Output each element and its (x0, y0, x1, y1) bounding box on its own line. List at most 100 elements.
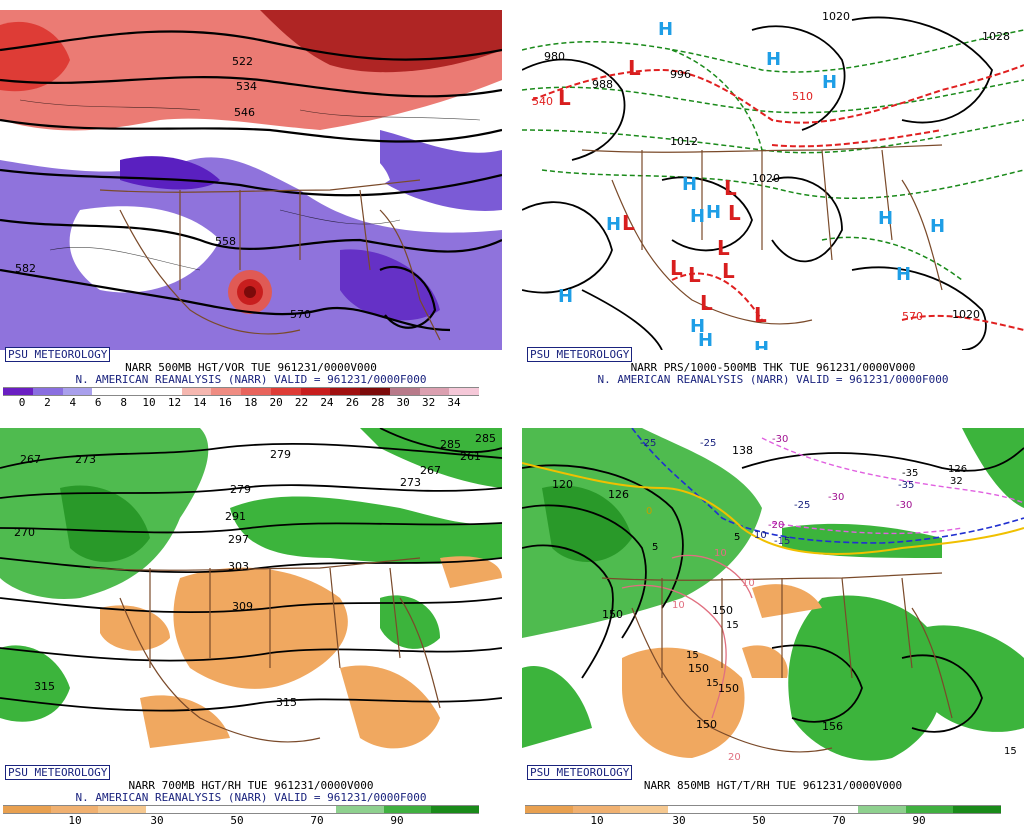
colorbar-tick-label: 50 (230, 814, 244, 827)
colorbar-swatch (953, 805, 1001, 814)
svg-text:150: 150 (696, 718, 717, 731)
low-marker: L (628, 56, 641, 80)
svg-text:996: 996 (670, 68, 691, 81)
colorbar-swatch (905, 805, 954, 814)
rh-700-map: 267 273 279 285 261 267 273 279 285 291 … (0, 428, 502, 768)
colorbar-swatch (50, 805, 99, 814)
rh-green-region (522, 428, 762, 638)
svg-text:32: 32 (950, 476, 963, 487)
svg-text:10: 10 (754, 530, 767, 541)
colorbar-swatch (145, 805, 194, 814)
high-marker: H (606, 214, 621, 235)
contour-label: 558 (215, 235, 236, 248)
political-borders (99, 179, 441, 341)
svg-text:273: 273 (400, 476, 421, 489)
svg-text:126: 126 (608, 488, 629, 501)
colorbar-tick-label: 10 (590, 814, 604, 827)
svg-text:1020: 1020 (752, 172, 780, 185)
colorbar-swatch (3, 387, 33, 396)
high-marker: H (878, 208, 893, 229)
svg-text:291: 291 (225, 510, 246, 523)
low-marker: L (558, 86, 571, 110)
colorbar-tick-label: 24 (320, 396, 334, 409)
high-marker: H (698, 330, 713, 350)
colorbar-swatch (449, 387, 479, 396)
svg-text:5: 5 (652, 542, 658, 553)
svg-text:150: 150 (688, 662, 709, 675)
svg-text:273: 273 (75, 453, 96, 466)
svg-text:150: 150 (712, 604, 733, 617)
colorbar-swatch (270, 387, 301, 396)
colorbar-swatch (211, 387, 241, 396)
colorbar-tick-label: 30 (396, 396, 410, 409)
svg-text:156: 156 (822, 720, 843, 733)
svg-text:285: 285 (475, 432, 496, 445)
high-marker: H (896, 264, 911, 285)
colorbar-swatch (330, 387, 360, 396)
colorbar-swatch (151, 387, 182, 396)
panel-subtitle: N. AMERICAN REANALYSIS (NARR) VALID = 96… (597, 373, 949, 386)
colorbar-swatch (667, 805, 716, 814)
temperature-labels: -25 -25 -30 -25 -30 -35 -30 -20 -15 10 5… (640, 434, 1017, 763)
low-marker: L (717, 236, 730, 260)
svg-text:10: 10 (672, 600, 685, 611)
colorbar-swatch (383, 805, 432, 814)
contour-label: 534 (236, 80, 257, 93)
panel-500mb-hgt-vor: 522 534 546 582 570 558 PSU METEOROLOGY … (0, 10, 502, 410)
source-badge: PSU METEOROLOGY (5, 765, 111, 780)
panel-subtitle: N. AMERICAN REANALYSIS (NARR) VALID = 96… (75, 373, 427, 386)
colorbar-swatch (288, 805, 337, 814)
colorbar-tick-label: 6 (94, 396, 102, 409)
colorbar (3, 387, 479, 396)
high-marker: H (682, 174, 697, 195)
panel-700mb-hgt-rh: 267 273 279 285 261 267 273 279 285 291 … (0, 428, 502, 828)
colorbar-swatch (419, 387, 450, 396)
colorbar-tick-label: 34 (447, 396, 461, 409)
colorbar-tick-label: 10 (142, 396, 156, 409)
source-badge: PSU METEOROLOGY (527, 347, 633, 362)
panel-title: NARR 500MB HGT/VOR TUE 961231/0000V000 (125, 361, 377, 374)
contour-label: 522 (232, 55, 253, 68)
high-marker: H (822, 72, 837, 93)
svg-text:150: 150 (718, 682, 739, 695)
colorbar-swatch (858, 805, 906, 814)
source-badge: PSU METEOROLOGY (5, 347, 111, 362)
contour-label: 582 (15, 262, 36, 275)
colorbar-ticks: 10 30 50 70 90 (0, 814, 502, 828)
low-marker: L (688, 263, 701, 287)
colorbar-swatch (620, 805, 668, 814)
svg-text:1028: 1028 (982, 30, 1010, 43)
colorbar-swatch (389, 387, 420, 396)
isobars (522, 16, 993, 350)
colorbar-swatch (92, 387, 122, 396)
svg-text:120: 120 (552, 478, 573, 491)
contour-label: 546 (234, 106, 255, 119)
colorbar-swatch (300, 387, 331, 396)
svg-text:-25: -25 (700, 438, 716, 449)
colorbar-tick-label: 90 (390, 814, 404, 827)
colorbar-swatch (431, 805, 479, 814)
colorbar (3, 805, 479, 814)
colorbar-tick-label: 4 (69, 396, 77, 409)
svg-text:-25: -25 (640, 438, 656, 449)
pressure-map: 980 988 996 1012 1020 1020 540 510 570 1… (522, 10, 1024, 350)
colorbar-swatch (241, 387, 271, 396)
colorbar-tick-label: 22 (294, 396, 309, 409)
svg-text:988: 988 (592, 78, 613, 91)
svg-text:570: 570 (902, 310, 923, 323)
low-marker: L (728, 201, 741, 225)
colorbar-ticks: 0 2 4 6 8 10 12 14 16 18 20 22 24 26 28 30 32 34 (0, 396, 502, 410)
colorbar-tick-label: 30 (672, 814, 686, 827)
colorbar-tick-label: 12 (167, 396, 182, 409)
svg-text:150: 150 (602, 608, 623, 621)
svg-text:15: 15 (1004, 746, 1017, 757)
colorbar-swatch (762, 805, 811, 814)
colorbar-swatch (181, 387, 212, 396)
svg-text:980: 980 (544, 50, 565, 63)
colorbar-swatch (32, 387, 63, 396)
high-marker: H (690, 206, 705, 227)
low-markers: L L L L L L L L L L L (558, 56, 767, 327)
svg-text:-25: -25 (794, 500, 810, 511)
colorbar-tick-label: 10 (68, 814, 82, 827)
svg-text:510: 510 (792, 90, 813, 103)
